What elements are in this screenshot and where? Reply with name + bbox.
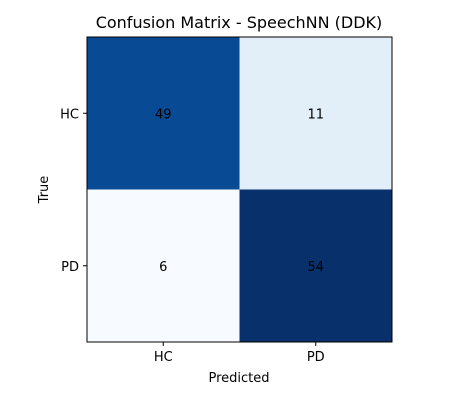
- heatmap-cells: 49 11 6 54: [87, 37, 392, 342]
- cell-value-pd-hc: 6: [159, 260, 167, 275]
- heatmap-cell-hc-pd: [239, 37, 392, 190]
- cell-value-hc-hc: 49: [155, 107, 172, 122]
- heatmap-cell-pd-pd: [239, 189, 392, 342]
- cell-value-pd-pd: 54: [307, 260, 324, 275]
- y-axis-label: True: [37, 176, 52, 205]
- y-tick-label-hc: HC: [60, 107, 79, 122]
- x-axis-label: Predicted: [208, 371, 269, 386]
- plot-frame: [86, 36, 393, 343]
- heatmap-cell-hc-hc: [87, 37, 240, 190]
- chart-title: Confusion Matrix - SpeechNN (DDK): [96, 13, 383, 32]
- y-tick-label-pd: PD: [61, 260, 79, 275]
- x-tick-label-pd: PD: [307, 350, 325, 365]
- heatmap-cell-pd-hc: [87, 189, 240, 342]
- x-axis-ticks: HC PD: [154, 342, 325, 365]
- x-tick-label-hc: HC: [154, 350, 173, 365]
- cell-value-hc-pd: 11: [307, 107, 324, 122]
- y-axis-ticks: HC PD: [60, 107, 87, 275]
